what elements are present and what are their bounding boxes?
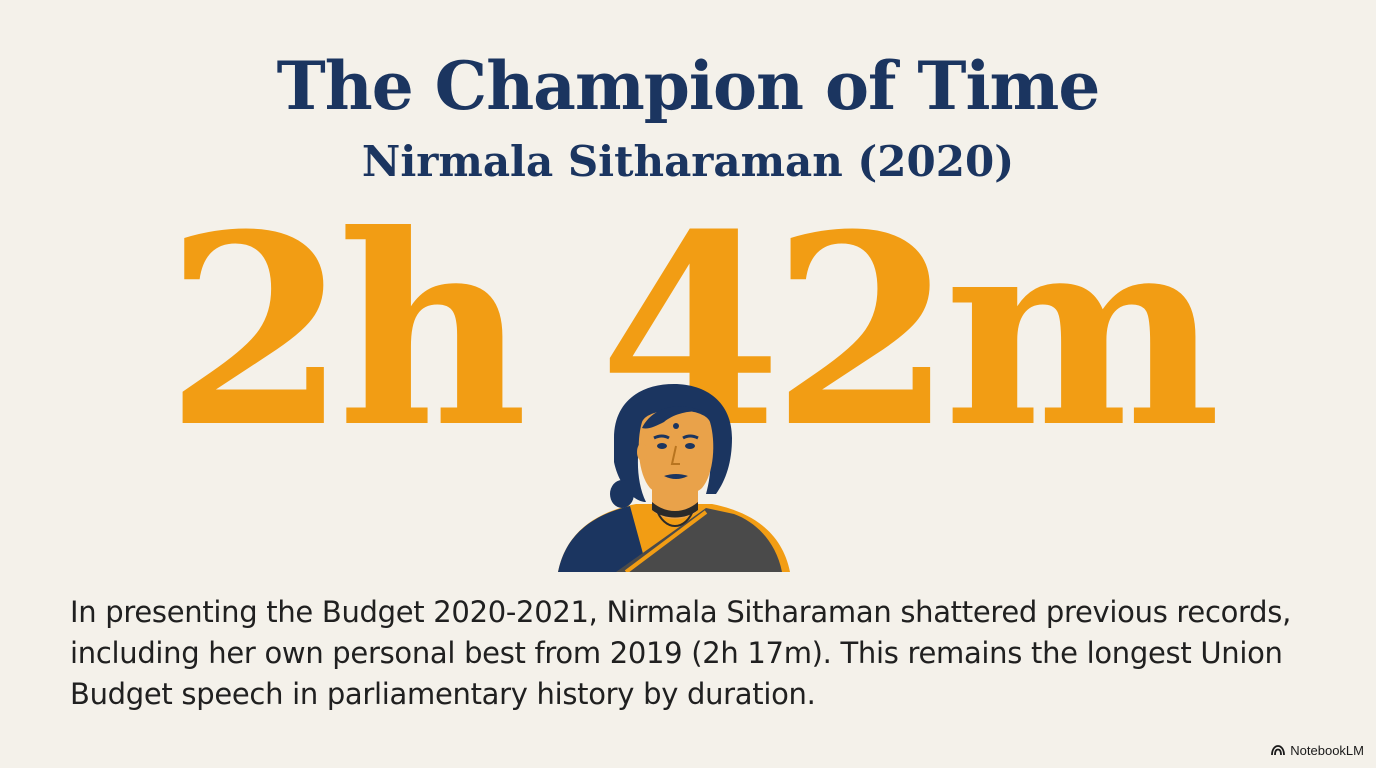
description-text: In presenting the Budget 2020-2021, Nirm… [70, 595, 1291, 711]
notebooklm-logo-icon [1271, 745, 1286, 756]
slide-title: The Champion of Time [276, 47, 1101, 125]
brand-label: NotebookLM [1290, 743, 1364, 758]
slide-subtitle: Nirmala Sitharaman (2020) [361, 137, 1015, 186]
saree-drape-shape [616, 508, 782, 572]
portrait-illustration [558, 384, 790, 572]
brand-badge: NotebookLM [1271, 743, 1364, 758]
hair-shape [614, 384, 732, 502]
left-shoulder-shape [558, 506, 648, 572]
face-shape [638, 410, 714, 496]
